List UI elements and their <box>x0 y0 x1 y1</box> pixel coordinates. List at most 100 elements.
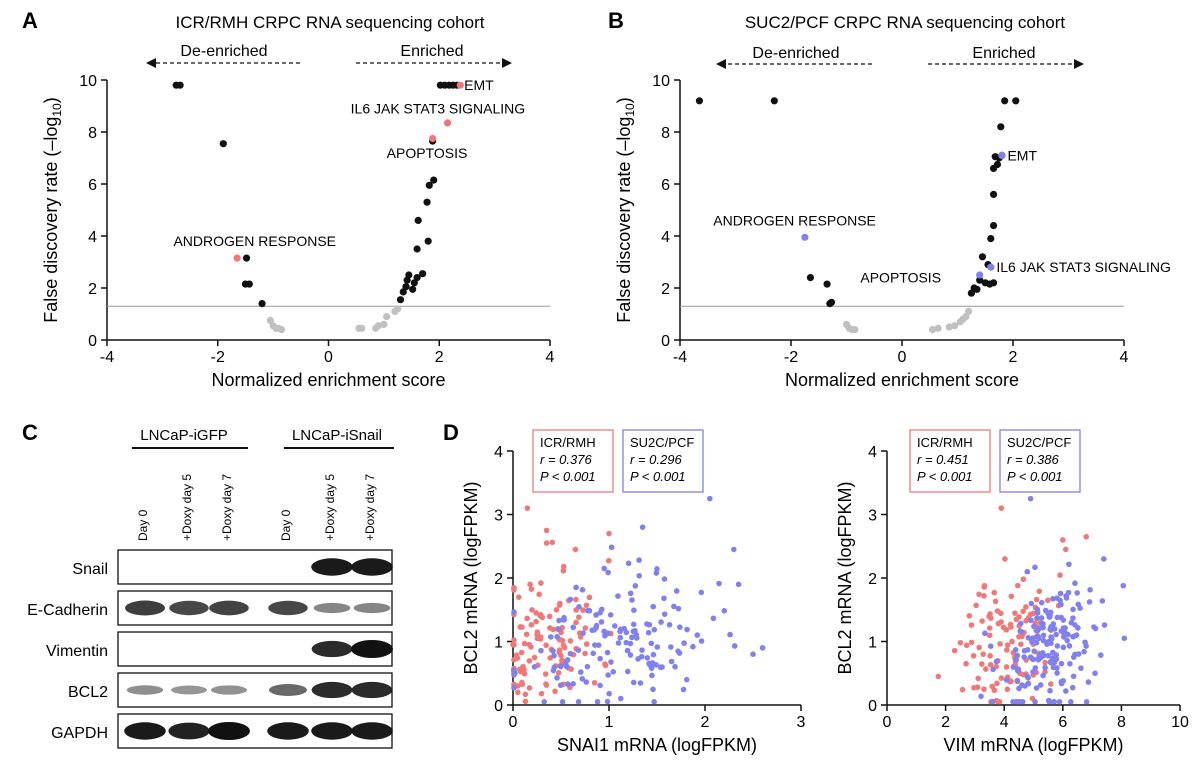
scatter-point <box>651 626 658 633</box>
scatter-point <box>672 663 678 670</box>
nonsignificant-point <box>394 305 402 313</box>
scatter-point <box>1036 635 1042 642</box>
scatter-point <box>521 640 528 647</box>
scatter-point <box>541 699 548 705</box>
significant-point <box>419 270 427 278</box>
scatter-point <box>1032 665 1039 671</box>
significant-point <box>989 279 998 287</box>
scatter-point <box>1070 606 1076 613</box>
scatter-point <box>523 631 530 638</box>
scatter-point <box>539 614 546 621</box>
scatter-point <box>546 613 553 620</box>
scatter-point <box>986 632 993 639</box>
significant-point <box>242 254 251 262</box>
x-axis-title: Normalized enrichment score <box>785 370 1019 390</box>
legend-r-value: r = 0.296 <box>630 452 682 467</box>
significant-point <box>424 237 432 245</box>
scatter-point <box>1097 652 1104 658</box>
scatter-point <box>1047 612 1053 619</box>
panel-letter-d: D <box>443 420 459 445</box>
scatter-point <box>971 684 977 691</box>
scatter-point <box>990 666 996 673</box>
scatter-point <box>727 631 733 638</box>
significant-point <box>989 222 998 230</box>
scatter-point <box>567 650 574 657</box>
blot-band <box>208 722 250 740</box>
significant-point <box>973 285 981 293</box>
scatter-point <box>604 698 611 705</box>
y-tick-label: 0 <box>868 698 877 715</box>
y-tick-label: 4 <box>868 444 877 461</box>
scatter-point <box>1054 643 1061 649</box>
significant-point <box>430 176 438 184</box>
highlighted-pathway-point <box>456 81 464 89</box>
scatter-point <box>560 563 567 570</box>
scatter-point <box>710 615 717 622</box>
blot-band <box>351 681 393 699</box>
scatter-point <box>1099 598 1106 604</box>
y-axis-title: False discovery rate (–log10) <box>614 97 637 322</box>
scatter-point <box>627 652 634 658</box>
significant-point <box>978 253 987 261</box>
panel-a-title: ICR/RMH CRPC RNA sequencing cohort <box>176 13 485 32</box>
scatter-point <box>573 596 579 603</box>
scatter-point <box>536 591 542 598</box>
pathway-label: ANDROGEN RESPONSE <box>713 212 876 228</box>
scatter-point <box>1024 568 1031 575</box>
scatter-point <box>959 686 966 693</box>
scatter-point <box>582 650 588 657</box>
scatter-point <box>627 590 634 597</box>
scatter-point <box>957 639 964 646</box>
scatter-point <box>554 634 560 640</box>
significant-point <box>827 298 836 306</box>
scatter-point <box>1063 595 1070 601</box>
scatter-point <box>633 635 640 641</box>
scatter-point <box>1010 699 1016 705</box>
scatter-point <box>522 698 529 705</box>
blot-lane-label: +Doxy day 5 <box>323 474 337 541</box>
scatter-point <box>606 690 612 697</box>
scatter-point <box>658 619 664 625</box>
significant-point <box>770 97 778 105</box>
scatter-point <box>1034 606 1041 613</box>
blot-lane-label: Day 0 <box>136 509 150 541</box>
scatter-point <box>654 644 661 650</box>
scatter-point <box>951 647 958 654</box>
scatter-point <box>1020 576 1027 583</box>
scatter-point <box>521 666 527 673</box>
blot-band <box>267 722 309 740</box>
scatter-point <box>1047 687 1053 694</box>
scatter-point <box>1021 654 1027 660</box>
scatter-point <box>556 647 563 653</box>
scatter-point <box>558 652 564 659</box>
scatter-point <box>567 638 574 644</box>
blot-band <box>125 600 165 616</box>
scatter-point <box>1069 684 1076 691</box>
scatter-point <box>698 589 705 596</box>
pathway-label: ANDROGEN RESPONSE <box>173 233 336 249</box>
scatter-point <box>976 591 982 598</box>
blot-band <box>269 684 307 696</box>
scatter-point <box>980 651 987 657</box>
scatter-point <box>592 642 598 648</box>
scatter-point <box>639 647 645 653</box>
y-tick-label: 3 <box>494 508 503 525</box>
scatter-point <box>561 614 567 621</box>
significant-point <box>396 296 405 304</box>
scatter-point <box>1009 638 1015 645</box>
x-axis-title: VIM mRNA (logFPKM) <box>943 735 1123 755</box>
scatter-point <box>636 572 643 579</box>
scatter-point <box>542 671 549 677</box>
scatter-point <box>526 685 533 691</box>
scatter-point <box>597 655 603 662</box>
scatter-point <box>1072 622 1078 628</box>
scatter-point <box>579 587 586 593</box>
scatter-point <box>1004 642 1011 648</box>
scatter-point <box>1065 589 1072 596</box>
scatter-point <box>519 679 525 686</box>
x-tick-label: -4 <box>673 349 687 366</box>
scatter-point <box>597 682 603 689</box>
significant-point <box>219 140 227 148</box>
scatter-point <box>675 605 682 612</box>
